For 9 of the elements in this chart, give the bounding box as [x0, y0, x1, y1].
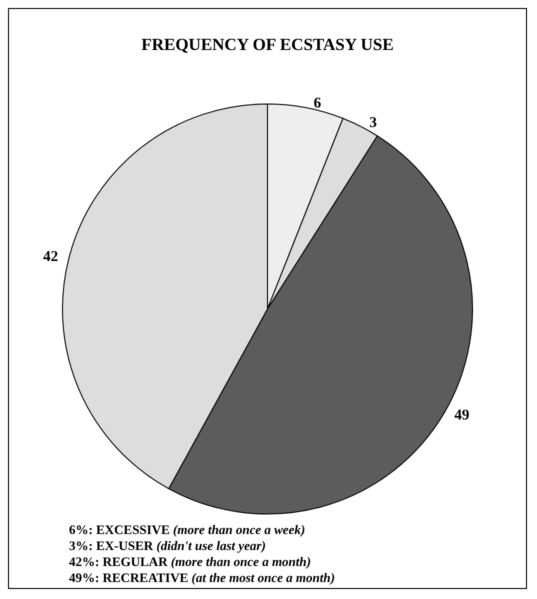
text: 3%: EX-USER (didn't use last year) — [69, 538, 266, 553]
data-label: 42 — [43, 249, 58, 266]
data-label: 3 — [369, 114, 377, 131]
data-label: 6 — [314, 96, 322, 112]
text: 42%: REGULAR (more than once a month) — [69, 554, 311, 569]
data-label: 49 — [454, 407, 470, 424]
text: 6%: EXCESSIVE (more than once a week) — [69, 522, 306, 537]
chart-title: FREQUENCY OF ECSTASY USE — [141, 35, 394, 54]
text: 49%: RECREATIVE (at the most once a month) — [69, 570, 335, 585]
